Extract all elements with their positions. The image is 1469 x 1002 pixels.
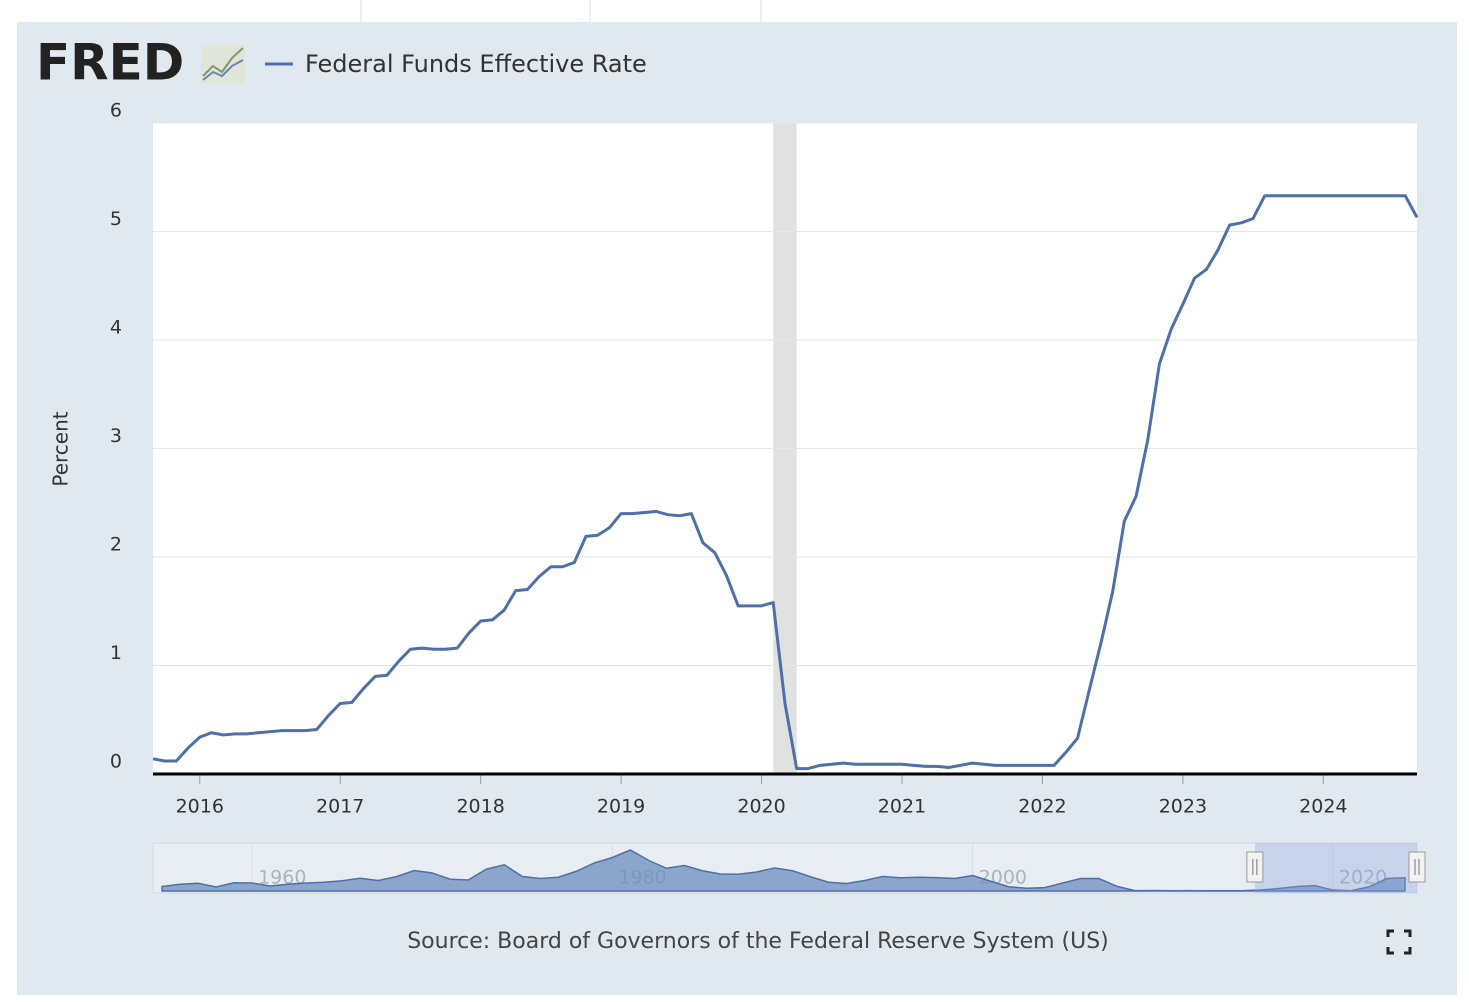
logo-icon (201, 44, 245, 84)
y-tick-label: 3 (110, 425, 122, 447)
y-tick-label: 1 (110, 642, 122, 664)
x-tick-label: 2017 (316, 796, 364, 818)
x-tick-label: 2019 (597, 796, 645, 818)
navigator-handle[interactable] (1408, 851, 1426, 883)
navigator-area (161, 849, 1406, 892)
x-tick-label: 2022 (1018, 796, 1066, 818)
x-tick-label: 2016 (176, 796, 224, 818)
fullscreen-icon[interactable] (1386, 929, 1412, 955)
y-axis-label: Percent (49, 411, 73, 486)
y-tick-label: 6 (110, 100, 122, 122)
x-tick-label: 2021 (878, 796, 926, 818)
navigator-selection (1254, 843, 1417, 893)
y-tick-label: 2 (110, 534, 122, 556)
source: Source: Board of Governors of the Federa… (407, 929, 1109, 954)
x-tick-label: 2023 (1159, 796, 1207, 818)
y-tick-label: 0 (110, 751, 122, 773)
navigator-tick-label: 2020 (1339, 867, 1387, 889)
y-tick-label: 5 (110, 208, 122, 230)
navigator-tick-label: 1960 (258, 867, 306, 889)
series-line (152, 194, 1419, 771)
logo: FRED (36, 34, 184, 92)
navigator-handle[interactable] (1246, 851, 1264, 883)
top-strip (0, 0, 1469, 22)
y-tick-label: 4 (110, 317, 122, 339)
legend-label: Federal Funds Effective Rate (305, 50, 647, 78)
x-tick-label: 2018 (456, 796, 504, 818)
x-tick-label: 2020 (737, 796, 785, 818)
x-tick-label: 2024 (1299, 796, 1347, 818)
